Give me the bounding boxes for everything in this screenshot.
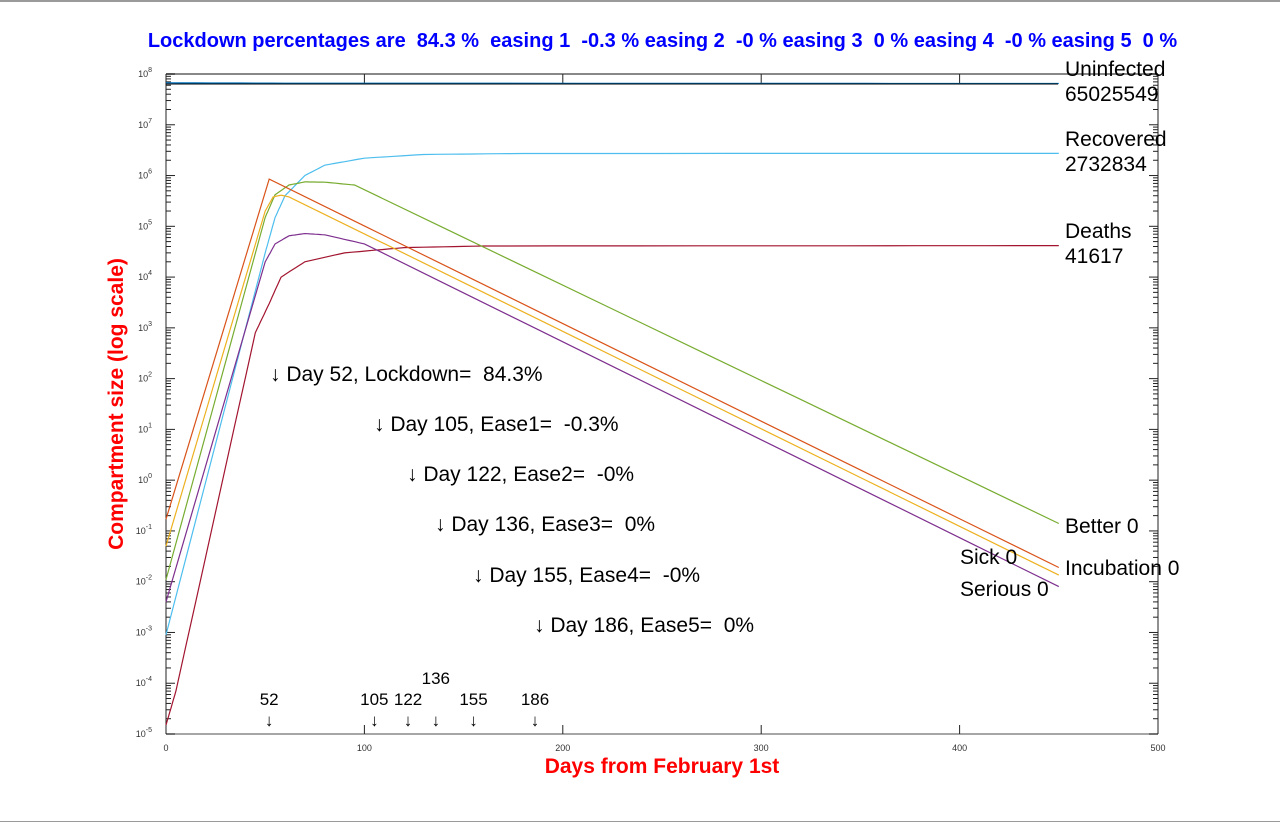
y-tick-label: 107 xyxy=(138,118,152,130)
marker-arrow-136: ↓ xyxy=(431,711,441,730)
end-label-uninfected: Uninfected 65025549 xyxy=(1065,58,1166,106)
series-line-uninfected xyxy=(165,82,1059,85)
annotation-52: ↓ Day 52, Lockdown= 84.3% xyxy=(270,363,543,386)
marker-label-122: 122 xyxy=(393,690,423,709)
marker-label-136: 136 xyxy=(421,669,450,688)
window-top-border xyxy=(0,0,1280,2)
series-line-incubation xyxy=(165,178,1060,569)
marker-label-52: 52 xyxy=(259,690,279,709)
series-line-recovered xyxy=(165,152,1059,635)
y-tick-label: 10-4 xyxy=(136,676,152,688)
series-line-better xyxy=(165,181,1060,580)
y-tick-label: 10-5 xyxy=(136,727,152,739)
x-tick-label: 200 xyxy=(555,743,570,753)
x-tick-label: 100 xyxy=(357,743,372,753)
annotation-155: ↓ Day 155, Ease4= -0% xyxy=(473,564,701,587)
annotation-122: ↓ Day 122, Ease2= -0% xyxy=(407,463,635,486)
y-tick-label: 106 xyxy=(138,169,152,181)
end-label-incubation: Incubation 0 xyxy=(1065,557,1180,580)
end-label-better: Better 0 xyxy=(1065,515,1139,538)
y-tick-label: 10-3 xyxy=(136,625,152,637)
annotation-105: ↓ Day 105, Ease1= -0.3% xyxy=(374,413,619,436)
marker-arrow-186: ↓ xyxy=(530,711,540,730)
x-tick-label: 300 xyxy=(754,743,769,753)
x-axis-label: Days from February 1st xyxy=(544,755,780,778)
marker-arrow-155: ↓ xyxy=(469,711,478,730)
series-line-serious xyxy=(165,232,1060,603)
y-tick-label: 102 xyxy=(138,372,152,384)
end-label-recovered: Recovered 2732834 xyxy=(1065,128,1167,176)
x-tick-label: 500 xyxy=(1150,743,1165,753)
window-bottom-border xyxy=(0,821,1280,822)
end-label-deaths: Deaths 41617 xyxy=(1065,220,1132,268)
annotation-186: ↓ Day 186, Ease5= 0% xyxy=(534,614,755,637)
marker-arrow-122: ↓ xyxy=(403,711,413,730)
series-line-sick xyxy=(165,194,1060,576)
x-tick-label: 0 xyxy=(163,743,168,753)
marker-arrow-105: ↓ xyxy=(370,711,379,730)
y-tick-label: 100 xyxy=(138,473,152,485)
end-label-sick: Sick 0 xyxy=(960,546,1018,569)
y-tick-label: 10-2 xyxy=(136,575,152,587)
y-tick-label: 10-1 xyxy=(136,524,152,536)
y-tick-label: 105 xyxy=(138,219,152,231)
end-label-serious: Serious 0 xyxy=(960,578,1049,601)
y-tick-label: 104 xyxy=(138,270,152,282)
annotation-136: ↓ Day 136, Ease3= 0% xyxy=(435,513,656,536)
marker-label-155: 155 xyxy=(459,690,488,709)
marker-label-105: 105 xyxy=(360,690,389,709)
y-tick-label: 103 xyxy=(138,321,152,333)
x-tick-label: 400 xyxy=(952,743,967,753)
marker-arrow-52: ↓ xyxy=(264,711,274,730)
series-line-deaths xyxy=(165,245,1059,726)
chart-title: Lockdown percentages are 84.3 % easing 1… xyxy=(147,30,1178,52)
marker-label-186: 186 xyxy=(520,690,550,709)
y-tick-label: 101 xyxy=(138,422,152,434)
y-tick-label: 108 xyxy=(138,67,152,79)
